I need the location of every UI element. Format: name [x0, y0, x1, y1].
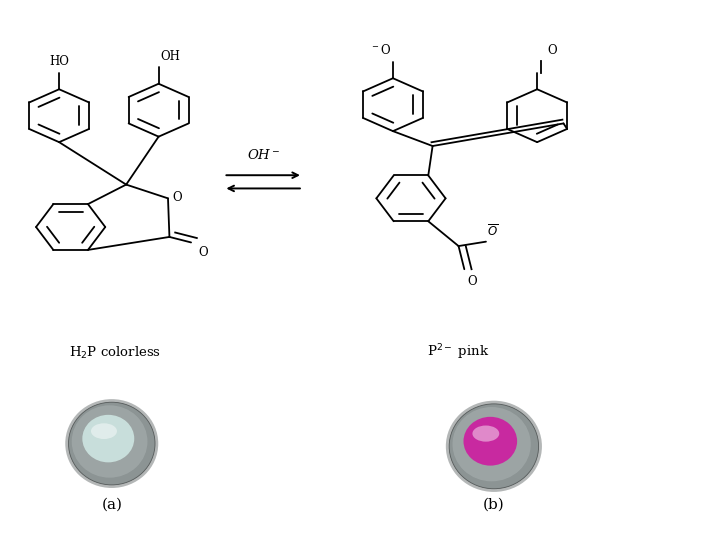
Text: (b): (b) [483, 497, 505, 511]
Text: O: O [198, 246, 208, 259]
Text: $^-$O: $^-$O [370, 44, 392, 57]
Text: $\overline{O}$: $\overline{O}$ [487, 224, 499, 240]
Text: HO: HO [49, 55, 69, 68]
Ellipse shape [449, 404, 539, 489]
Text: O: O [547, 44, 557, 57]
Text: P$^{2-}$ pink: P$^{2-}$ pink [427, 343, 489, 363]
Ellipse shape [65, 399, 159, 488]
Text: O: O [467, 275, 477, 288]
Ellipse shape [446, 401, 542, 492]
Ellipse shape [453, 407, 531, 482]
Ellipse shape [91, 423, 117, 439]
Text: (a): (a) [101, 497, 123, 511]
Text: OH$^-$: OH$^-$ [247, 148, 280, 162]
Text: OH: OH [160, 50, 180, 63]
Ellipse shape [82, 415, 134, 462]
Ellipse shape [68, 402, 155, 485]
Text: O: O [172, 191, 182, 204]
Ellipse shape [472, 425, 499, 442]
Text: H$_2$P colorless: H$_2$P colorless [69, 344, 162, 361]
Ellipse shape [464, 417, 517, 466]
Ellipse shape [71, 406, 148, 478]
